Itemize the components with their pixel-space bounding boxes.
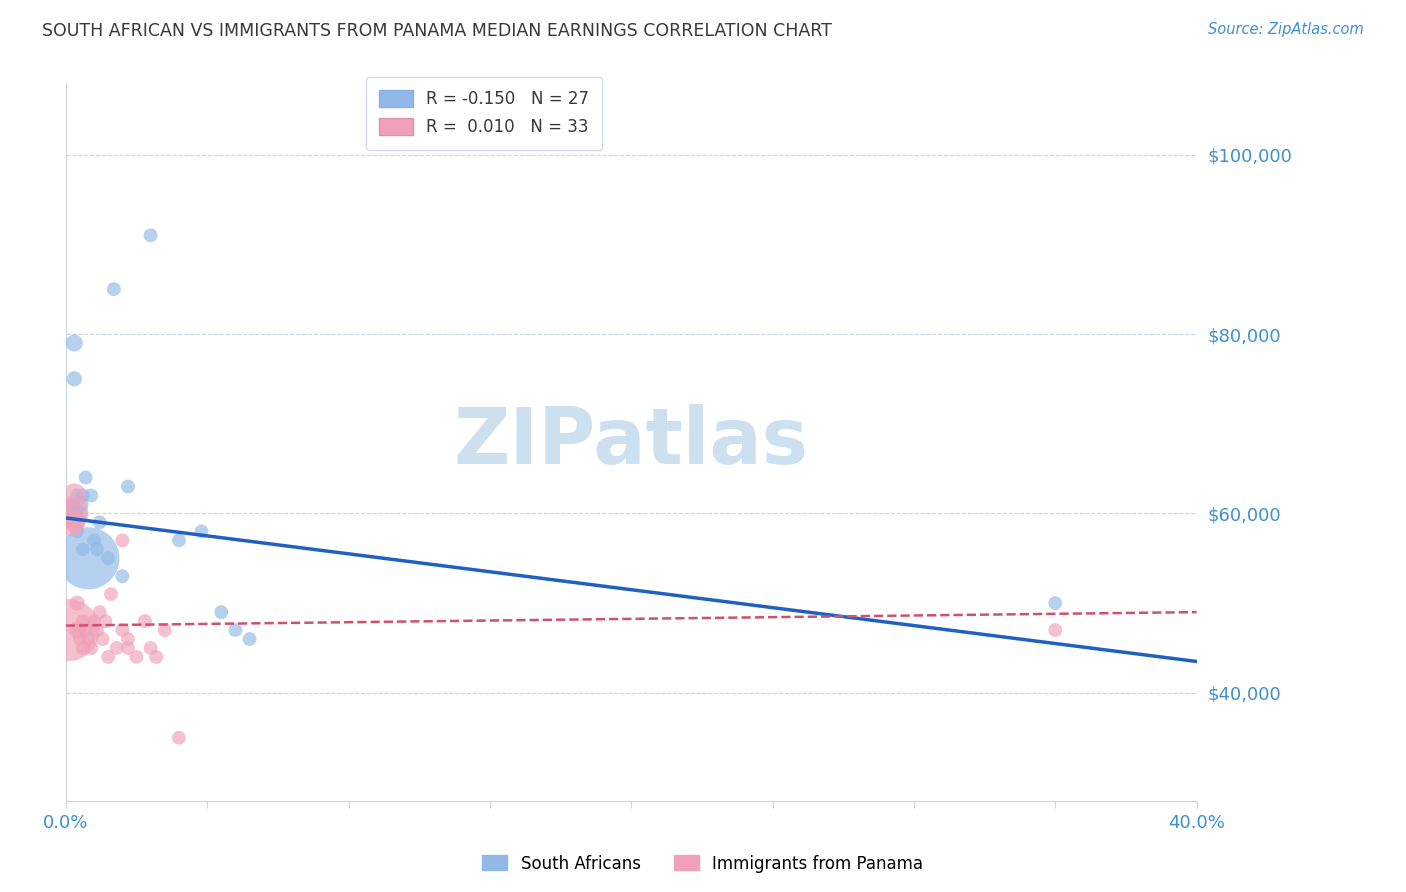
Point: [97, 551, 120, 566]
Point: [209, 605, 232, 619]
Point: [69, 632, 91, 646]
Point: [117, 479, 139, 493]
Point: [89, 516, 111, 530]
Point: [1045, 623, 1067, 637]
Point: [60, 502, 83, 516]
Point: [72, 488, 94, 502]
Point: [77, 632, 100, 646]
Point: [111, 569, 134, 583]
Point: [86, 623, 108, 637]
Text: ZIPatlas: ZIPatlas: [454, 404, 808, 480]
Point: [111, 623, 134, 637]
Point: [58, 507, 80, 521]
Point: [190, 524, 212, 539]
Point: [100, 587, 122, 601]
Point: [134, 614, 156, 628]
Point: [60, 516, 83, 530]
Point: [111, 533, 134, 548]
Point: [72, 640, 94, 655]
Point: [139, 228, 162, 243]
Point: [145, 650, 167, 665]
Point: [69, 507, 91, 521]
Point: [153, 623, 176, 637]
Point: [72, 542, 94, 557]
Point: [80, 488, 103, 502]
Point: [86, 542, 108, 557]
Legend: R = -0.150   N = 27, R =  0.010   N = 33: R = -0.150 N = 27, R = 0.010 N = 33: [366, 77, 602, 150]
Point: [1045, 596, 1067, 610]
Point: [63, 336, 86, 351]
Point: [103, 282, 125, 296]
Legend: South Africans, Immigrants from Panama: South Africans, Immigrants from Panama: [475, 848, 931, 880]
Point: [66, 596, 89, 610]
Point: [117, 640, 139, 655]
Point: [167, 533, 190, 548]
Point: [139, 640, 162, 655]
Point: [83, 614, 105, 628]
Point: [77, 551, 100, 566]
Text: SOUTH AFRICAN VS IMMIGRANTS FROM PANAMA MEDIAN EARNINGS CORRELATION CHART: SOUTH AFRICAN VS IMMIGRANTS FROM PANAMA …: [42, 22, 832, 40]
Point: [80, 640, 103, 655]
Point: [94, 614, 117, 628]
Point: [66, 623, 89, 637]
Point: [167, 731, 190, 745]
Point: [72, 614, 94, 628]
Point: [66, 488, 89, 502]
Point: [75, 470, 97, 484]
Point: [60, 507, 83, 521]
Point: [117, 632, 139, 646]
Point: [238, 632, 260, 646]
Point: [105, 640, 128, 655]
Point: [69, 623, 91, 637]
Point: [66, 524, 89, 539]
Point: [75, 623, 97, 637]
Point: [69, 498, 91, 512]
Point: [63, 488, 86, 502]
Point: [89, 605, 111, 619]
Point: [63, 372, 86, 386]
Point: [125, 650, 148, 665]
Point: [83, 533, 105, 548]
Point: [224, 623, 246, 637]
Point: [58, 623, 80, 637]
Point: [97, 650, 120, 665]
Text: Source: ZipAtlas.com: Source: ZipAtlas.com: [1208, 22, 1364, 37]
Point: [63, 516, 86, 530]
Point: [91, 632, 114, 646]
